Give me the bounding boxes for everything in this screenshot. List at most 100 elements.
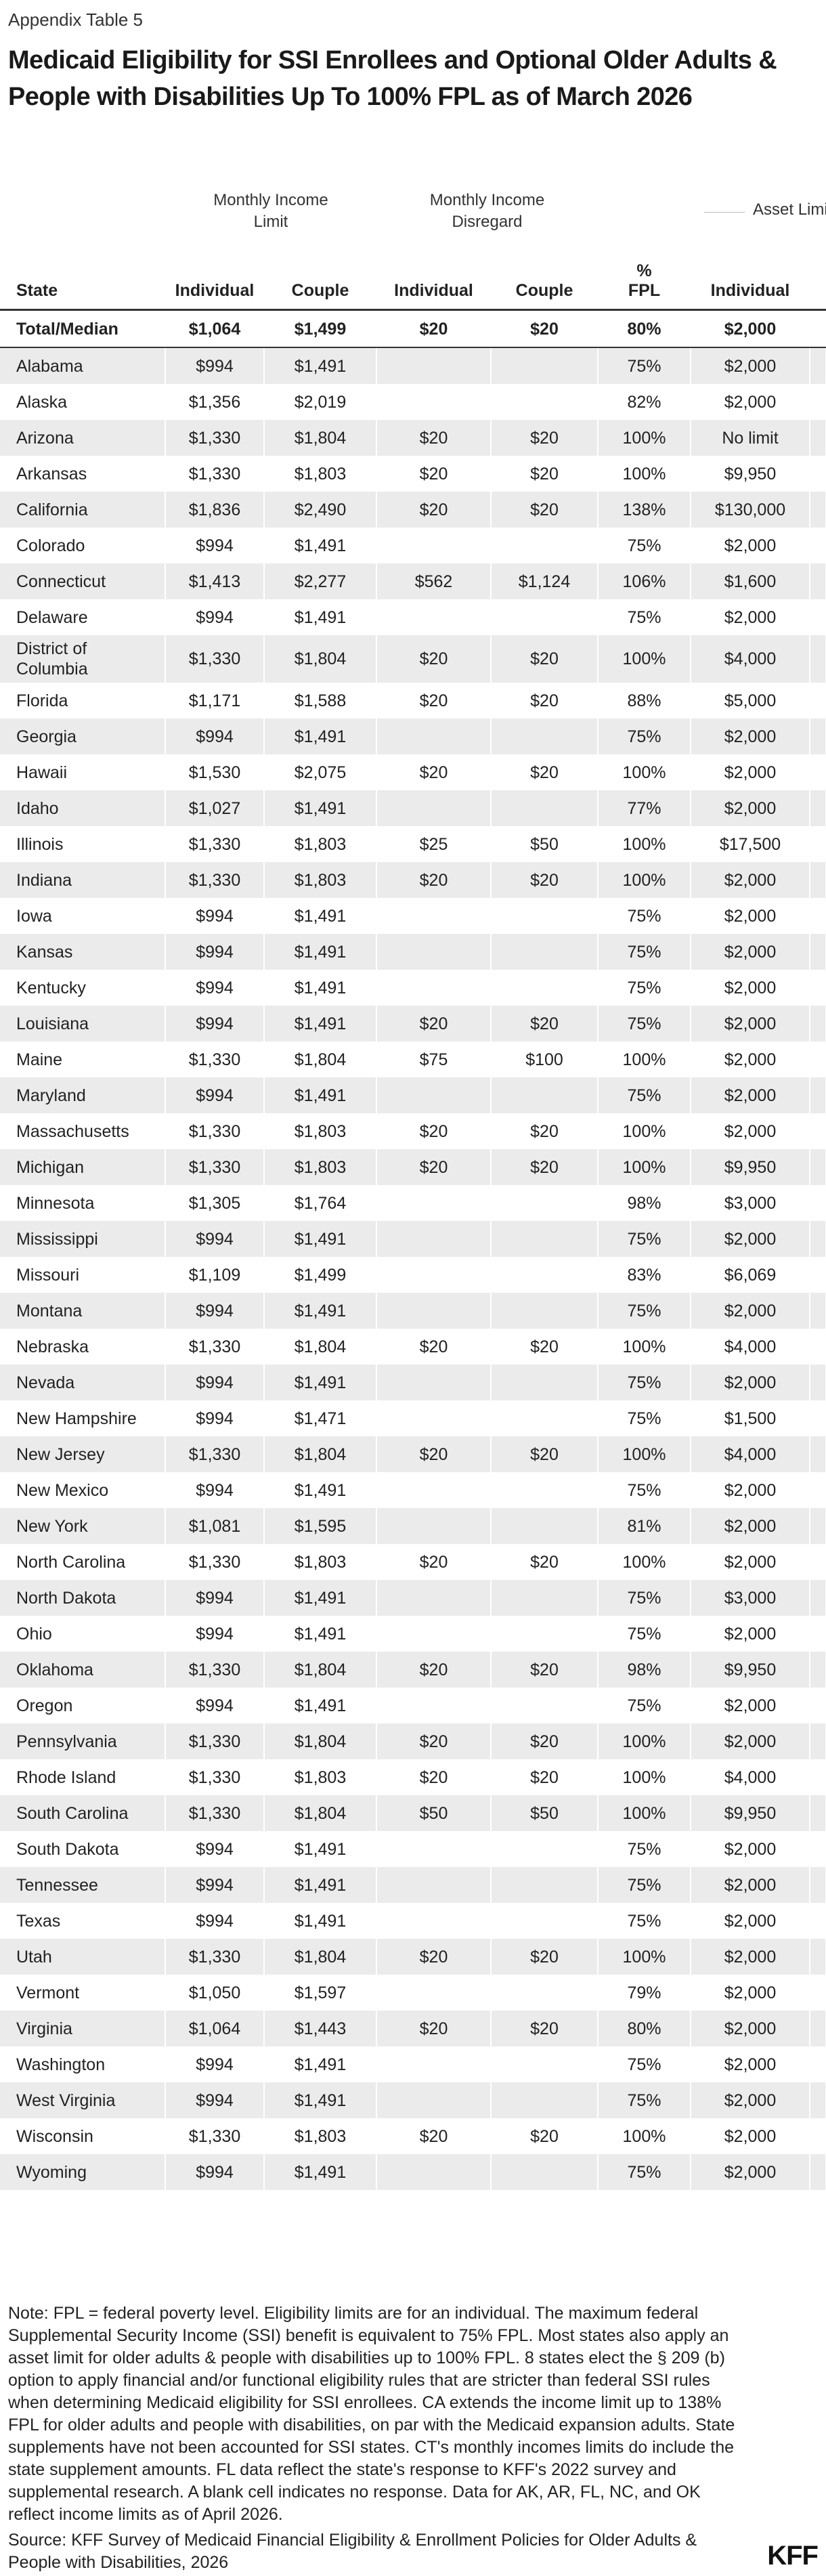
cut-cell: [810, 1652, 826, 1688]
value-cell: $20: [376, 456, 492, 492]
cut-cell: [810, 492, 826, 528]
value-cell: [491, 347, 599, 384]
value-cell: $1,803: [264, 1113, 377, 1149]
state-cell: District of Columbia: [0, 635, 166, 683]
state-cell: Michigan: [0, 1149, 166, 1185]
value-cell: $20: [491, 309, 599, 348]
cut-cell: [810, 309, 826, 348]
value-cell: [376, 528, 492, 563]
value-cell: $9,950: [691, 1795, 810, 1831]
value-cell: $2,000: [691, 1365, 810, 1400]
value-cell: $1,027: [165, 790, 265, 826]
value-cell: $994: [165, 347, 265, 384]
value-cell: 80%: [598, 309, 691, 348]
value-cell: No limit: [691, 420, 810, 456]
cut-cell: [810, 1723, 826, 1759]
table-row: New Hampshire $994 $1,471 75% $1,500: [0, 1400, 826, 1436]
value-cell: $1,330: [165, 1149, 265, 1185]
value-cell: $20: [376, 1723, 492, 1759]
value-cell: $2,000: [691, 1688, 810, 1723]
value-cell: 79%: [598, 1975, 691, 2011]
value-cell: $1,803: [264, 1149, 377, 1185]
value-cell: $1,330: [165, 1329, 265, 1365]
value-cell: $1,491: [264, 599, 377, 635]
cut-cell: [810, 1436, 826, 1472]
value-cell: $1,330: [165, 1939, 265, 1975]
state-cell: Oregon: [0, 1688, 166, 1723]
value-cell: $4,000: [691, 1329, 810, 1365]
value-cell: $1,491: [264, 1688, 377, 1723]
value-cell: $1,413: [165, 563, 265, 599]
value-cell: [376, 1903, 492, 1939]
value-cell: 100%: [598, 1795, 691, 1831]
value-cell: $20: [376, 635, 492, 683]
value-cell: [376, 347, 492, 384]
value-cell: $9,950: [691, 456, 810, 492]
state-cell: South Carolina: [0, 1795, 166, 1831]
value-cell: $20: [376, 1652, 492, 1688]
table-row: New Jersey $1,330 $1,804 $20 $20 100% $4,000: [0, 1436, 826, 1472]
value-cell: $994: [165, 599, 265, 635]
state-cell: Total/Median: [0, 309, 166, 348]
header-row: State Individual Couple Individual Couple % F…: [0, 251, 826, 311]
column-header: State: [0, 251, 165, 311]
value-cell: $1,491: [264, 1293, 377, 1329]
cut-cell: [810, 1795, 826, 1831]
value-cell: [376, 1365, 492, 1400]
value-cell: $1,330: [165, 1042, 265, 1077]
state-cell: Idaho: [0, 790, 166, 826]
state-cell: Connecticut: [0, 563, 166, 599]
value-cell: 75%: [598, 1688, 691, 1723]
value-cell: $20: [376, 1113, 492, 1149]
value-cell: 75%: [598, 718, 691, 754]
value-cell: $1,330: [165, 1723, 265, 1759]
state-cell: Wisconsin: [0, 2118, 166, 2154]
value-cell: $1,764: [264, 1185, 377, 1221]
table-row: South Dakota $994 $1,491 75% $2,000: [0, 1831, 826, 1867]
value-cell: $994: [165, 1867, 265, 1903]
value-cell: $1,491: [264, 1580, 377, 1616]
state-cell: Alabama: [0, 347, 166, 384]
value-cell: $1,330: [165, 1113, 265, 1149]
table-body: Total/Median $1,064 $1,499 $20 $20 80% $2,000 A…: [0, 309, 826, 2190]
state-cell: Washington: [0, 2046, 166, 2082]
value-cell: $1,330: [165, 826, 265, 862]
state-cell: Massachusetts: [0, 1113, 166, 1149]
cut-cell: [810, 1077, 826, 1113]
value-cell: 100%: [598, 635, 691, 683]
value-cell: 100%: [598, 1329, 691, 1365]
value-cell: $2,000: [691, 1113, 810, 1149]
value-cell: $994: [165, 2046, 265, 2082]
cut-cell: [810, 2046, 826, 2082]
value-cell: $6,069: [691, 1257, 810, 1293]
table-row: California $1,836 $2,490 $20 $20 138% $130,000: [0, 492, 826, 528]
value-cell: $1,491: [264, 1006, 377, 1042]
cut-cell: [810, 1185, 826, 1221]
value-cell: $20: [491, 1113, 599, 1149]
value-cell: 100%: [598, 420, 691, 456]
value-cell: $1,330: [165, 1544, 265, 1580]
value-cell: 75%: [598, 2154, 691, 2190]
value-cell: $2,000: [691, 1831, 810, 1867]
value-cell: [376, 2154, 492, 2190]
state-cell: Arizona: [0, 420, 166, 456]
value-cell: 75%: [598, 1006, 691, 1042]
value-cell: $2,277: [264, 563, 377, 599]
value-cell: $994: [165, 1400, 265, 1436]
value-cell: $1,109: [165, 1257, 265, 1293]
title: Medicaid Eligibility for SSI Enrollees a…: [8, 46, 777, 111]
value-cell: [491, 2082, 599, 2118]
value-cell: 75%: [598, 1293, 691, 1329]
value-cell: $2,000: [691, 1975, 810, 2011]
value-cell: $1,491: [264, 2046, 377, 2082]
value-cell: $1,330: [165, 1652, 265, 1688]
table-row: Utah $1,330 $1,804 $20 $20 100% $2,000: [0, 1939, 826, 1975]
value-cell: 100%: [598, 456, 691, 492]
value-cell: 75%: [598, 970, 691, 1006]
value-cell: $1,124: [491, 563, 599, 599]
value-cell: 83%: [598, 1257, 691, 1293]
table-row: Alabama $994 $1,491 75% $2,000: [0, 347, 826, 384]
cut-cell: [810, 1759, 826, 1795]
value-cell: $2,000: [691, 599, 810, 635]
value-cell: $20: [376, 420, 492, 456]
